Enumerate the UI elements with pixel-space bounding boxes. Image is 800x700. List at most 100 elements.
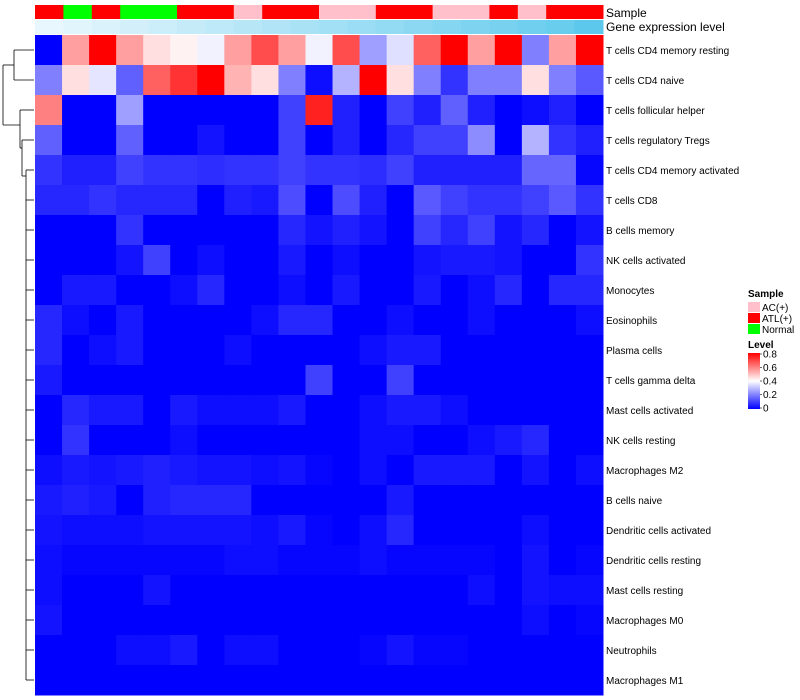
heatmap-cell [332,515,361,546]
row-label: Macrophages M0 [606,616,684,627]
heatmap-cell [386,635,415,666]
heatmap-cell [575,545,604,576]
heatmap-cell [332,635,361,666]
heatmap-cell [89,65,117,96]
level-colorbar [748,353,760,409]
heatmap-cell [386,125,415,156]
heatmap-cell [440,335,469,366]
heatmap-cell [305,215,334,246]
sample-annotation-cell [574,5,604,19]
heatmap-cell [548,185,577,216]
heatmap-cell [89,245,117,276]
heatmap-cell [494,395,523,426]
heatmap-cell [521,125,550,156]
sample-annotation-label: Sample [606,6,647,20]
sample-annotation-cell [120,5,150,19]
heatmap-cell [62,365,90,396]
heatmap-cell [332,485,361,516]
heatmap-cell [251,245,279,276]
gene-expression-annotation-cell [517,20,547,34]
sample-annotation-cell [177,5,206,19]
heatmap-cell [494,95,523,126]
heatmap-cell [467,515,496,546]
heatmap-cell [35,65,63,96]
heatmap-cell [440,95,469,126]
heatmap-cell [170,245,198,276]
heatmap-cell [89,515,117,546]
heatmap-cell [575,335,604,366]
heatmap-cell [305,365,334,396]
heatmap-cell [251,455,279,486]
heatmap-cell [467,125,496,156]
heatmap-cell [548,515,577,546]
heatmap-cell [467,455,496,486]
sample-annotation-cell [91,5,121,19]
heatmap-cell [278,485,306,516]
heatmap-cell [35,95,63,126]
heatmap-cell [521,575,550,606]
heatmap-cell [116,665,144,696]
heatmap-cell [548,155,577,186]
heatmap-cell [62,245,90,276]
heatmap-cell [224,425,252,456]
heatmap-cell [494,335,523,366]
heatmap-cell [116,35,144,66]
heatmap-cell [143,575,171,606]
heatmap-cell [197,245,225,276]
heatmap-cell [116,635,144,666]
heatmap-cell [170,35,198,66]
row-label: Neutrophils [606,646,657,657]
heatmap-cell [575,365,604,396]
heatmap-cell [116,395,144,426]
heatmap-cell [170,515,198,546]
heatmap-cell [548,485,577,516]
heatmap-cell [548,665,577,696]
heatmap-cell [62,185,90,216]
heatmap-cell [575,485,604,516]
heatmap-cell [62,275,90,306]
heatmap-cell [170,305,198,336]
heatmap-cell [305,635,334,666]
heatmap-cell [332,545,361,576]
heatmap-cell [251,515,279,546]
heatmap-cell [197,35,225,66]
heatmap-cell [278,185,306,216]
heatmap-cell [494,485,523,516]
heatmap-cell [359,65,388,96]
heatmap-cell [467,545,496,576]
heatmap-cell [305,425,334,456]
heatmap-cell [467,395,496,426]
heatmap-cell [62,35,90,66]
heatmap-cell [278,275,306,306]
sample-legend-label: Normal [762,325,794,336]
heatmap-cell [143,155,171,186]
heatmap-cell [224,245,252,276]
row-label: B cells naive [606,496,663,507]
heatmap-cell [575,215,604,246]
heatmap-cell [467,275,496,306]
gene-expression-annotation-cell [120,20,150,34]
heatmap-cell [305,335,334,366]
heatmap-cell [89,605,117,636]
gene-expression-annotation-cell [489,20,519,34]
heatmap-cell [224,485,252,516]
heatmap-cell [359,575,388,606]
heatmap-cell [332,455,361,486]
heatmap-cell [386,95,415,126]
heatmap-cell [143,275,171,306]
heatmap-cell [386,515,415,546]
heatmap-cell [521,215,550,246]
heatmap-cell [386,665,415,696]
heatmap-cell [278,425,306,456]
heatmap-cell [494,665,523,696]
sample-legend-swatch [748,302,760,312]
heatmap-cell [521,365,550,396]
heatmap-cell [413,65,442,96]
heatmap-cell [278,215,306,246]
sample-annotation-cell [35,5,64,19]
heatmap-cell [440,155,469,186]
heatmap-cell [35,335,63,366]
heatmap-cell [413,395,442,426]
heatmap-cell [251,665,279,696]
heatmap-cell [116,125,144,156]
